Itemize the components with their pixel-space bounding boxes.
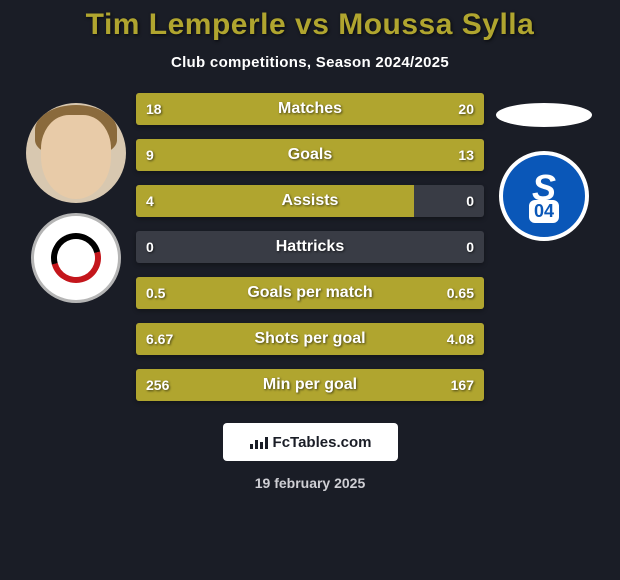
stat-label: Goals per match: [136, 284, 484, 302]
stat-row: 1820Matches: [136, 93, 484, 125]
stat-row: 0.50.65Goals per match: [136, 277, 484, 309]
stat-label: Matches: [136, 100, 484, 118]
page-title: Tim Lemperle vs Moussa Sylla: [86, 8, 535, 42]
avatar-face: [41, 115, 111, 199]
comparison-container: Tim Lemperle vs Moussa Sylla Club compet…: [0, 0, 620, 580]
stat-label: Hattricks: [136, 238, 484, 256]
stat-label: Goals: [136, 146, 484, 164]
club-left-badge: [31, 213, 121, 303]
stat-bars: 1820Matches 913Goals 40Assists 00Hattricks 0…: [136, 93, 484, 401]
left-column: [16, 93, 136, 303]
stat-label: Assists: [136, 192, 484, 210]
stat-label: Shots per goal: [136, 330, 484, 348]
watermark-text: FcTables.com: [273, 434, 372, 451]
stat-label: Min per goal: [136, 376, 484, 394]
stat-row: 40Assists: [136, 185, 484, 217]
stat-row: 913Goals: [136, 139, 484, 171]
stat-row: 6.674.08Shots per goal: [136, 323, 484, 355]
chart-icon: [249, 434, 269, 450]
stat-row: 256167Min per goal: [136, 369, 484, 401]
stat-row: 00Hattricks: [136, 231, 484, 263]
player-right-avatar: [496, 103, 592, 127]
player-left-avatar: [26, 103, 126, 203]
club-right-badge: S 04: [499, 151, 589, 241]
club-left-swirl-icon: [42, 224, 110, 292]
page-subtitle: Club competitions, Season 2024/2025: [171, 54, 449, 71]
club-right-number: 04: [529, 200, 559, 223]
watermark-badge: FcTables.com: [223, 423, 398, 461]
right-column: S 04: [484, 93, 604, 241]
stats-area: 1820Matches 913Goals 40Assists 00Hattricks 0…: [0, 93, 620, 401]
date-text: 19 february 2025: [255, 475, 366, 491]
